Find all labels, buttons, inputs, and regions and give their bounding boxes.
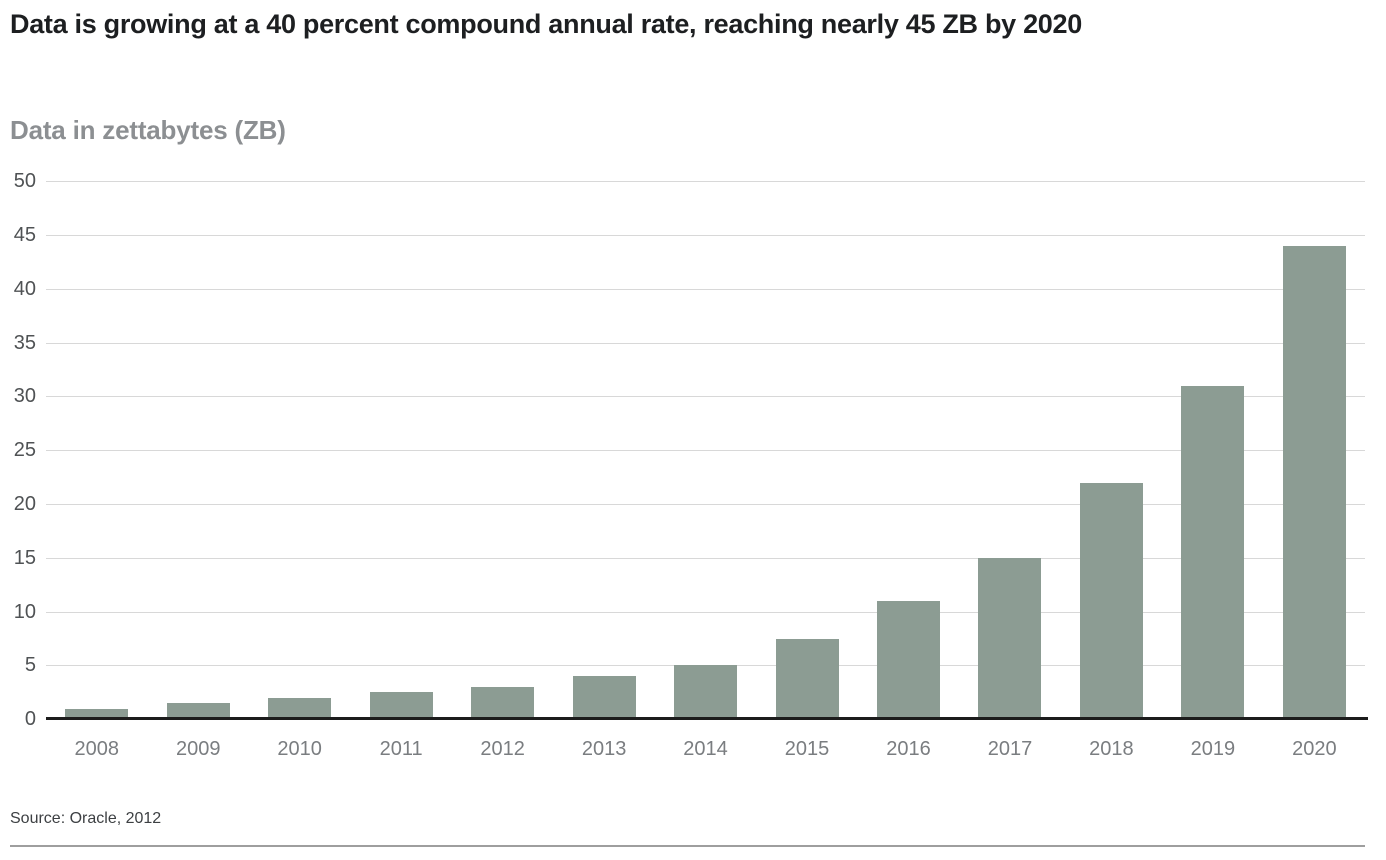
bar-2011: [369, 692, 433, 720]
bar-2016: [876, 600, 940, 720]
x-tick-label-2017: 2017: [987, 738, 1033, 761]
x-tick-label-2012: 2012: [480, 738, 525, 761]
bar-slot-2008: [46, 181, 147, 720]
chart-subtitle: Data in zettabytes (ZB): [10, 115, 286, 146]
y-tick-label-50: 50: [13, 170, 36, 193]
x-tick-label-2014: 2014: [683, 738, 728, 761]
gridline-30: [46, 396, 1365, 398]
bars-container: [46, 181, 1365, 720]
gridline-40: [46, 288, 1365, 290]
page: Data is growing at a 40 percent compound…: [0, 8, 1386, 860]
bar-slot-2015: [756, 181, 857, 720]
bar-slot-2010: [249, 181, 350, 720]
bar-chart: 0 5 10 15 20 25 30 35 40 45 50 2008 2009 2010 2011 201…: [10, 171, 1368, 761]
y-tick-label-0: 0: [24, 708, 36, 731]
y-tick-label-10: 10: [13, 600, 36, 623]
bar-2017: [978, 557, 1042, 720]
y-tick-label-5: 5: [24, 654, 36, 677]
bar-slot-2020: [1264, 181, 1365, 720]
y-tick-label-45: 45: [13, 224, 36, 247]
bar-2010: [268, 697, 332, 720]
x-tick-label-2018: 2018: [1089, 738, 1134, 761]
x-tick-label-2008: 2008: [74, 738, 119, 761]
bar-slot-2019: [1162, 181, 1263, 720]
bar-slot-2018: [1061, 181, 1162, 720]
gridline-50: [46, 181, 1365, 183]
y-tick-label-30: 30: [13, 385, 36, 408]
bar-2009: [166, 703, 230, 720]
chart-title: Data is growing at a 40 percent compound…: [10, 9, 1082, 39]
y-tick-label-40: 40: [13, 277, 36, 300]
x-tick-label-2010: 2010: [277, 738, 322, 761]
bar-2008: [65, 708, 129, 720]
y-tick-label-35: 35: [13, 331, 36, 354]
x-axis-labels: 2008 2009 2010 2011 2012 2013 2014 2015 2016 2017…: [46, 738, 1365, 761]
x-tick-label-2009: 2009: [175, 738, 221, 761]
x-tick-label-2013: 2013: [581, 738, 627, 761]
bar-2014: [674, 665, 738, 720]
bar-slot-2012: [452, 181, 553, 720]
bottom-divider: [10, 845, 1365, 848]
bar-2012: [471, 687, 535, 720]
bar-2020: [1282, 245, 1346, 720]
bar-slot-2009: [147, 181, 248, 720]
bar-2019: [1181, 385, 1245, 720]
bar-2013: [572, 676, 636, 720]
gridline-45: [46, 235, 1365, 237]
y-tick-label-25: 25: [13, 439, 36, 462]
gridline-25: [46, 450, 1365, 452]
y-tick-label-20: 20: [13, 493, 36, 516]
bar-slot-2016: [858, 181, 959, 720]
x-tick-label-2015: 2015: [784, 738, 830, 761]
gridline-20: [46, 504, 1365, 506]
x-axis-line: [46, 717, 1368, 721]
bar-2015: [775, 638, 839, 720]
x-tick-label-2016: 2016: [886, 738, 931, 761]
bar-slot-2014: [655, 181, 756, 720]
plot-area: 0 5 10 15 20 25 30 35 40 45 50: [14, 171, 1368, 729]
bar-slot-2017: [959, 181, 1060, 720]
x-tick-label-2019: 2019: [1190, 738, 1236, 761]
y-tick-label-15: 15: [13, 546, 36, 569]
x-tick-label-2020: 2020: [1292, 738, 1337, 761]
source-note: Source: Oracle, 2012: [10, 810, 162, 828]
bar-slot-2011: [350, 181, 451, 720]
bar-2018: [1079, 482, 1143, 720]
gridline-10: [46, 611, 1365, 613]
bar-slot-2013: [553, 181, 654, 720]
gridline-15: [46, 557, 1365, 559]
x-tick-label-2011: 2011: [379, 738, 423, 761]
gridline-35: [46, 342, 1365, 344]
